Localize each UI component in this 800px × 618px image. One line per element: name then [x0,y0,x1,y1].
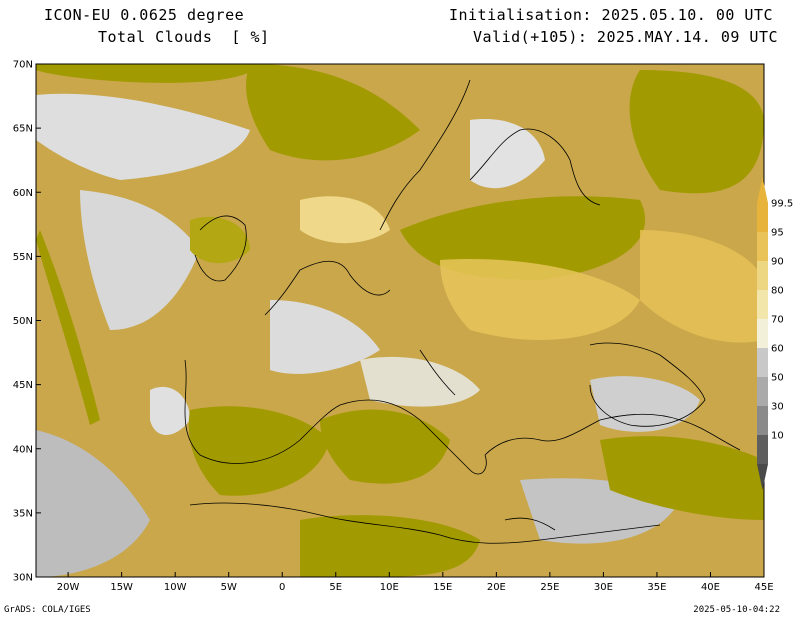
lat-label: 30N [13,573,33,584]
thin-cloud-central-europe [440,259,640,340]
cloud-band-italy [320,409,450,484]
latitude-axis: 70N 65N 60N 55N 50N 45N 40N 35N 30N [13,60,41,584]
legend-swatch [757,290,768,319]
cloud-band-atlantic-streak [36,230,100,425]
lon-label: 5W [221,582,237,593]
legend-label: 99.5 [771,199,793,210]
clear-area-atlantic-mid [80,190,200,330]
cloud-band-greenland-strip [36,64,260,83]
lon-label: 15W [110,582,133,593]
legend-swatch [757,232,768,261]
lon-label: 10W [164,582,187,593]
cloud-band-turkey [600,436,764,520]
variable-title: Total Clouds [ %] [98,28,270,46]
legend-top-cap [757,177,768,203]
initialisation-time: Initialisation: 2025.05.10. 00 UTC [448,6,773,24]
clear-area-atlantic-north [36,93,250,180]
thin-cloud-alps [360,356,480,407]
cloud-band-baltic [400,196,646,280]
lon-label: 20W [57,582,80,593]
lat-label: 40N [13,444,33,455]
cloud-band-scotland [190,216,250,264]
longitude-axis: 20W 15W 10W 5W 0 5E 10E 15E 20E 25E 30E 35E 40E 45E [57,572,774,593]
lat-label: 45N [13,380,33,391]
legend-label: 30 [771,402,784,413]
coastlines [184,79,741,544]
map-field [36,64,764,577]
cloud-band-iberia [188,406,330,496]
lat-label: 55N [13,252,33,263]
legend-label: 10 [771,431,784,442]
lat-label: 60N [13,188,33,199]
lon-label: 15E [433,582,452,593]
legend-label: 70 [771,315,784,326]
lon-label: 5E [329,582,342,593]
cloud-band-sahara [300,515,480,577]
lon-label: 10E [380,582,399,593]
legend-label: 50 [771,373,784,384]
legend-label: 80 [771,286,784,297]
lon-label: 35E [647,582,666,593]
legend-bottom-cap [757,464,768,490]
cloud-band-norwegian-sea [246,64,420,161]
legend-label: 90 [771,257,784,268]
lon-label: 20E [487,582,506,593]
clear-area-sweden [470,119,545,189]
legend-swatch [757,203,768,232]
lon-label: 25E [540,582,559,593]
lat-label: 65N [13,124,33,135]
legend-swatch [757,348,768,377]
thin-cloud-russia-south [640,230,764,343]
render-timestamp: 2025-05-10-04:22 [693,605,780,615]
legend-label: 95 [771,228,784,239]
lat-label: 35N [13,508,33,519]
clear-area-africa-west [36,430,150,577]
lon-label: 0 [279,582,285,593]
legend-swatch [757,261,768,290]
legend-swatch [757,435,768,464]
clear-area-france [270,300,380,374]
clear-area-iberia-west [150,386,190,435]
lon-label: 30E [594,582,613,593]
legend-swatch [757,406,768,435]
lon-label: 40E [701,582,720,593]
cloud-band-russia [629,70,764,194]
legend-label: 60 [771,344,784,355]
lat-label: 70N [13,60,33,71]
grads-credit: GrADS: COLA/IGES [4,605,91,615]
model-title: ICON-EU 0.0625 degree [44,6,245,24]
color-legend: 99.5 95 90 80 70 60 50 30 10 [757,177,793,490]
legend-swatch [757,377,768,406]
thin-cloud-north-sea [300,196,390,244]
legend-swatch [757,319,768,348]
lat-label: 50N [13,316,33,327]
valid-time: Valid(+105): 2025.MAY.14. 09 UTC [473,28,778,46]
lon-label: 45E [754,582,773,593]
